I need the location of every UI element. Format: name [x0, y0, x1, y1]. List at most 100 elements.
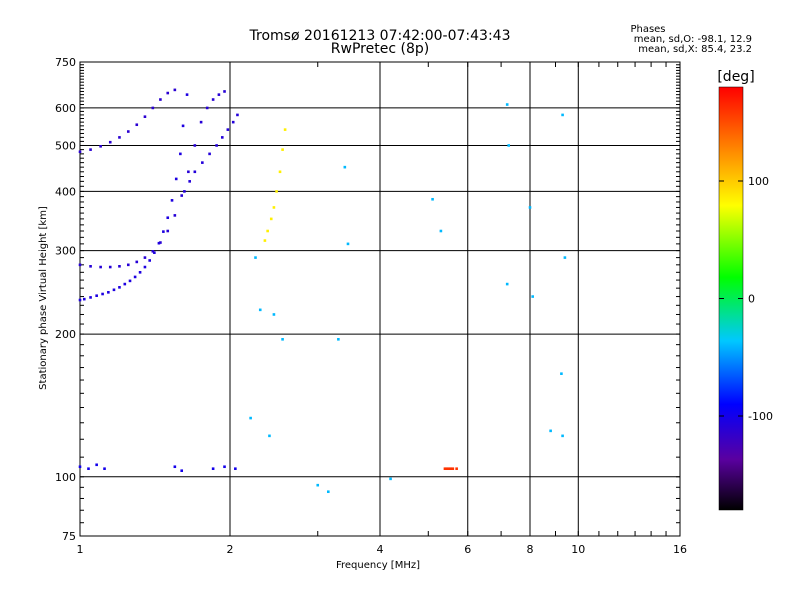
data-point	[87, 467, 90, 471]
data-point	[123, 282, 127, 286]
data-point	[118, 286, 121, 289]
y-tick-label: 300	[55, 245, 76, 258]
y-tick-label: 500	[55, 139, 76, 152]
x-tick-label: 10	[571, 543, 585, 556]
data-point	[78, 150, 82, 154]
data-point	[249, 416, 252, 420]
data-point	[143, 265, 147, 269]
data-point	[126, 130, 130, 133]
data-point	[89, 296, 92, 299]
data-point	[151, 106, 155, 110]
data-point	[528, 206, 532, 209]
data-point	[183, 190, 186, 193]
data-point	[107, 291, 110, 294]
data-point	[89, 148, 92, 151]
data-point	[153, 251, 156, 254]
data-point	[199, 120, 203, 124]
data-point	[135, 123, 139, 127]
data-point	[157, 241, 161, 245]
data-point	[439, 229, 443, 233]
data-point	[431, 197, 434, 201]
data-point	[112, 288, 116, 292]
colorbar-label: [deg]	[717, 69, 754, 85]
data-point	[159, 98, 162, 101]
data-point	[455, 467, 458, 471]
colorbar-ticks: 100 0 -100	[719, 175, 773, 423]
data-point	[180, 469, 184, 472]
data-point	[193, 144, 197, 147]
colorbar-tick-label: 0	[748, 293, 755, 306]
data-point	[389, 477, 392, 481]
data-point	[208, 152, 211, 156]
data-point	[78, 298, 82, 302]
data-point	[234, 467, 237, 471]
axis-ticks: 1 2 4 6 8 10 16 75 100 200 300 400 500 600 750	[55, 56, 687, 556]
data-point	[563, 256, 567, 259]
y-tick-label: 400	[55, 185, 76, 198]
data-point	[507, 144, 510, 147]
data-point	[549, 429, 552, 433]
x-tick-label: 8	[527, 543, 534, 556]
data-point	[272, 313, 276, 316]
data-point	[445, 467, 449, 471]
data-point	[193, 170, 197, 174]
data-point	[159, 241, 162, 244]
stats-o: mean, sd,O: -98.1, 12.9	[634, 34, 752, 45]
data-point	[108, 265, 112, 269]
data-point	[205, 106, 209, 110]
data-point	[561, 113, 564, 117]
data-point	[103, 467, 106, 471]
data-point	[531, 295, 534, 298]
data-point	[166, 91, 170, 95]
data-point	[188, 180, 191, 183]
data-point	[82, 297, 86, 301]
data-point	[449, 467, 453, 471]
x-tick-label: 2	[227, 543, 234, 556]
data-point	[226, 128, 230, 131]
data-point	[269, 217, 273, 221]
x-tick-label: 16	[673, 543, 687, 556]
data-point	[215, 144, 218, 147]
stats-title: Phases	[630, 24, 665, 35]
data-point	[118, 265, 121, 268]
chart-subtitle: RwPretec (8p)	[331, 41, 429, 57]
y-tick-label: 200	[55, 328, 76, 341]
data-point	[266, 229, 269, 233]
data-point	[173, 214, 177, 217]
data-point	[173, 465, 177, 469]
data-point	[108, 140, 112, 144]
data-point	[254, 256, 257, 259]
data-point	[275, 190, 278, 193]
data-point	[118, 136, 121, 139]
data-point	[327, 490, 330, 494]
data-point	[166, 216, 170, 220]
data-point	[95, 463, 98, 467]
data-point	[99, 265, 102, 269]
data-point	[170, 199, 174, 202]
x-tick-label: 6	[464, 543, 471, 556]
y-tick-label: 100	[55, 471, 76, 484]
data-point	[138, 271, 142, 274]
data-point	[181, 124, 185, 128]
data-point	[78, 465, 82, 469]
colorbar-tick-label: 100	[748, 175, 769, 188]
data-point	[343, 165, 347, 169]
data-point	[162, 230, 165, 233]
x-tick-label: 1	[77, 543, 84, 556]
data-point	[151, 250, 155, 253]
data-point	[174, 177, 178, 181]
data-point	[263, 239, 267, 242]
x-tick-label: 4	[377, 543, 384, 556]
data-point	[258, 308, 262, 312]
data-point	[128, 279, 132, 283]
data-point	[78, 263, 82, 267]
data-point	[101, 292, 104, 296]
data-point	[201, 161, 204, 164]
data-point	[89, 265, 92, 268]
grid-lines	[80, 62, 680, 536]
data-point	[560, 372, 563, 375]
data-point	[187, 170, 190, 174]
data-points	[78, 88, 567, 494]
data-point	[451, 467, 455, 471]
